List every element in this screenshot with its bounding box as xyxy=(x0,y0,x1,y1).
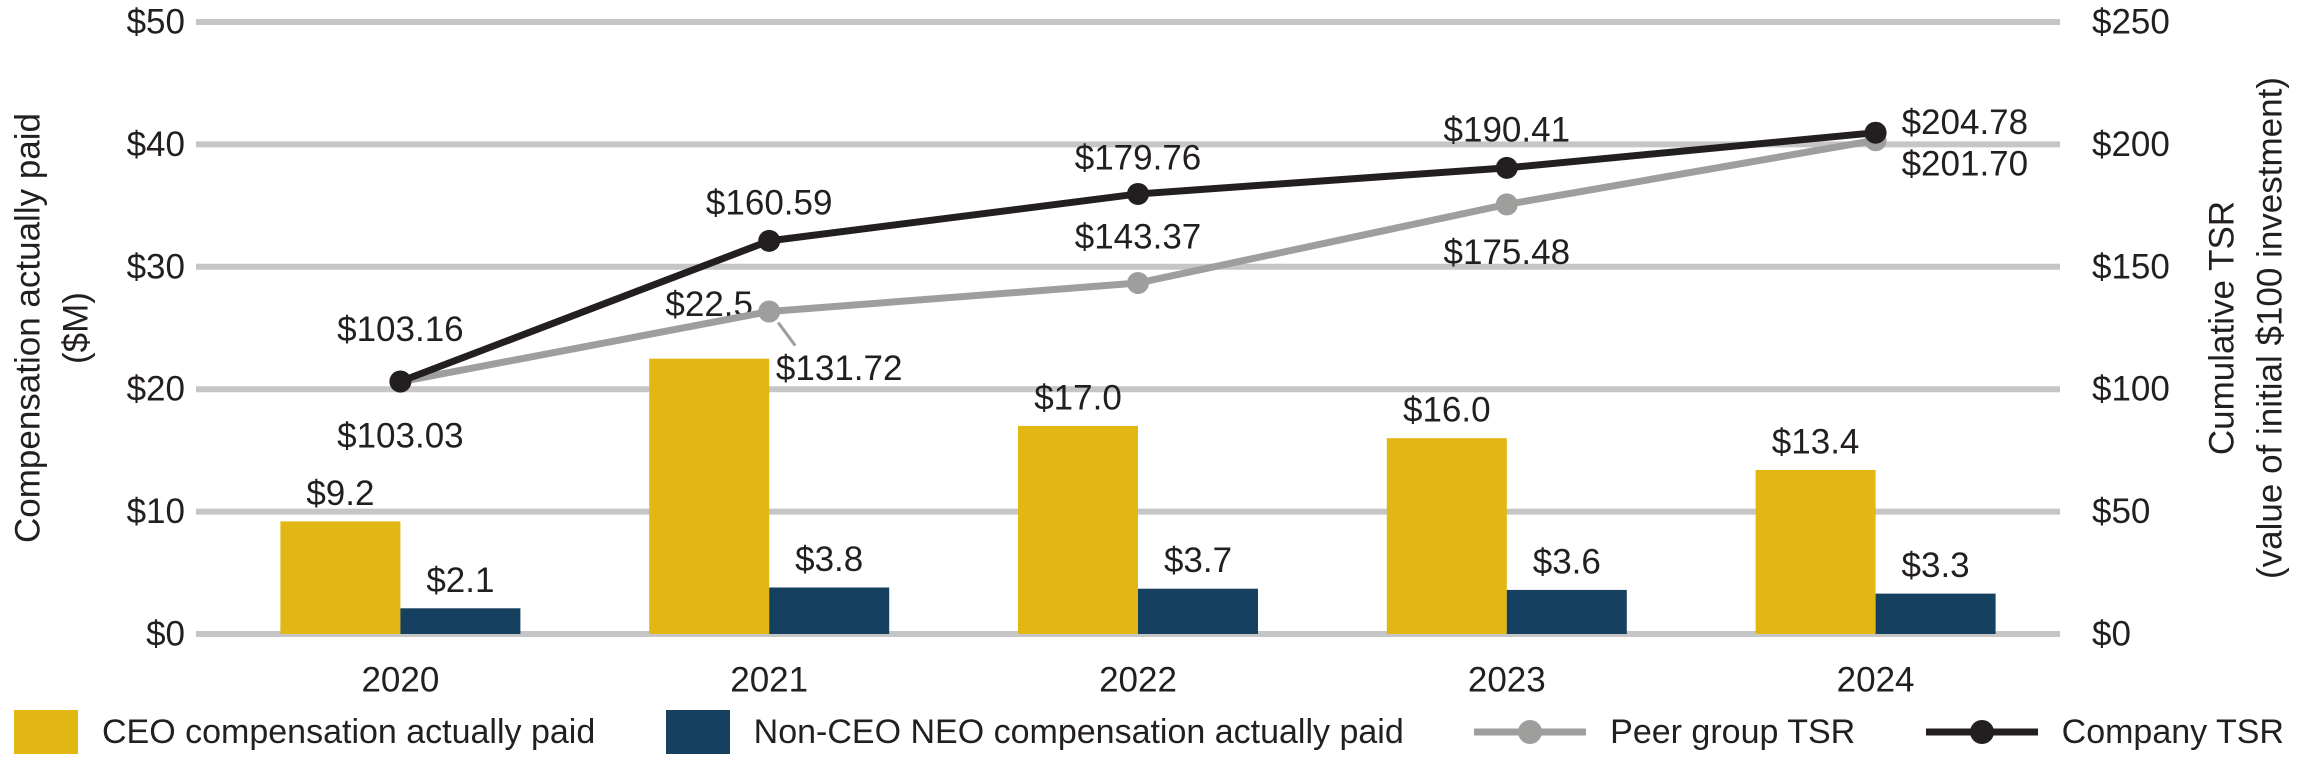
bars-group xyxy=(280,358,1996,634)
left-axis-tick-label: $30 xyxy=(127,247,185,286)
left-axis-title: Compensation actually paid xyxy=(9,113,48,543)
right-axis-tick-label: $0 xyxy=(2092,615,2131,654)
company-tsr-value-label-2022: $179.76 xyxy=(1075,138,1202,177)
company-tsr-point-2021 xyxy=(758,229,781,252)
legend-item-peer-tsr: Peer group TSR xyxy=(1474,713,1855,752)
right-axis-title: Cumulative TSR xyxy=(2203,201,2242,455)
ceo-comp-value-label-2024: $13.4 xyxy=(1772,422,1860,461)
company-tsr-value-label-2024: $204.78 xyxy=(1902,103,2029,142)
ceo-comp-bar-2023 xyxy=(1386,438,1507,634)
right-axis-tick-label: $200 xyxy=(2092,125,2170,164)
legend-label-company-tsr: Company TSR xyxy=(2061,712,2284,751)
peer-group-tsr-value-label-2021: $131.72 xyxy=(776,349,903,388)
legend-marker-peer-line-icon xyxy=(1474,720,1587,744)
ceo-comp-bar-2021 xyxy=(649,358,770,634)
neo-comp-bar-2021 xyxy=(769,587,890,634)
right-axis-tick-label: $250 xyxy=(2092,3,2170,42)
company-tsr-value-label-2023: $190.41 xyxy=(1444,110,1571,149)
chart-legend: CEO compensation actually paid Non-CEO N… xyxy=(0,700,2298,764)
legend-label-ceo: CEO compensation actually paid xyxy=(102,712,596,751)
neo-comp-bar-2024 xyxy=(1875,593,1996,634)
ceo-comp-value-label-2022: $17.0 xyxy=(1034,378,1122,417)
company-tsr-value-label-2020: $103.16 xyxy=(337,310,464,349)
neo-comp-bar-2023 xyxy=(1506,589,1627,634)
left-axis-tick-label: $10 xyxy=(127,492,185,531)
neo-comp-value-label-2024: $3.3 xyxy=(1902,546,1970,585)
neo-comp-value-label-2020: $2.1 xyxy=(426,561,494,600)
peer-group-tsr-point-2021 xyxy=(758,300,781,323)
left-axis-tick-label: $50 xyxy=(127,3,185,42)
x-axis-year-label: 2021 xyxy=(730,661,808,700)
peer-group-tsr-value-label-2020: $103.03 xyxy=(337,416,464,455)
neo-comp-bar-2022 xyxy=(1138,588,1258,634)
label-leader-line xyxy=(776,321,797,347)
right-axis-tick-label: $150 xyxy=(2092,247,2170,286)
peer-group-tsr-value-label-2023: $175.48 xyxy=(1444,233,1571,272)
company-tsr-value-label-2021: $160.59 xyxy=(706,183,833,222)
company-tsr-point-2023 xyxy=(1495,156,1518,179)
right-axis-tick-label: $50 xyxy=(2092,492,2150,531)
ceo-comp-bar-2024 xyxy=(1755,469,1876,634)
right-axis-title-units: (value of initial $100 investment) xyxy=(2251,77,2290,579)
x-axis-year-label: 2022 xyxy=(1099,661,1177,700)
left-axis-tick-label: $40 xyxy=(127,125,185,164)
gridlines-group xyxy=(196,19,2060,637)
right-axis-tick-label: $100 xyxy=(2092,370,2170,409)
legend-item-company-tsr: Company TSR xyxy=(1925,712,2284,752)
x-axis-year-label: 2023 xyxy=(1468,661,1546,700)
legend-label-peer-tsr: Peer group TSR xyxy=(1610,712,1856,751)
ceo-comp-value-label-2020: $9.2 xyxy=(306,474,374,513)
x-axis-year-label: 2024 xyxy=(1837,661,1915,700)
peer-group-tsr-series: $103.03 $131.72 $143.37 $175.48 $201.70 xyxy=(337,129,2028,455)
left-axis-tick-label: $0 xyxy=(146,615,185,654)
neo-comp-value-label-2021: $3.8 xyxy=(795,540,863,579)
left-axis-tick-label: $20 xyxy=(127,370,185,409)
peer-group-tsr-point-2023 xyxy=(1495,193,1518,216)
company-tsr-point-2020 xyxy=(389,370,412,393)
legend-label-neo: Non-CEO NEO compensation actually paid xyxy=(753,712,1404,751)
company-tsr-series: $103.16 $160.59 $179.76 $190.41 $204.78 xyxy=(337,103,2029,393)
ceo-comp-bar-2022 xyxy=(1018,425,1138,634)
legend-swatch-ceo xyxy=(14,710,78,754)
neo-comp-value-label-2023: $3.6 xyxy=(1533,542,1601,581)
left-axis-title-units: ($M) xyxy=(57,292,96,364)
legend-item-neo-compensation: Non-CEO NEO compensation actually paid xyxy=(665,710,1404,754)
peer-group-tsr-value-label-2022: $143.37 xyxy=(1075,218,1202,257)
company-tsr-point-2024 xyxy=(1864,121,1887,144)
legend-marker-company-line-icon xyxy=(1925,720,2038,744)
company-tsr-point-2022 xyxy=(1127,182,1149,205)
neo-comp-value-label-2022: $3.7 xyxy=(1164,541,1232,580)
ceo-comp-value-label-2023: $16.0 xyxy=(1403,391,1491,430)
neo-comp-bar-2020 xyxy=(400,608,521,634)
x-axis-year-label: 2020 xyxy=(361,661,439,700)
legend-item-ceo-compensation: CEO compensation actually paid xyxy=(14,710,595,754)
ceo-comp-bar-2020 xyxy=(280,521,401,634)
peer-group-tsr-point-2022 xyxy=(1127,272,1149,295)
peer-group-tsr-value-label-2024: $201.70 xyxy=(1902,145,2029,184)
legend-swatch-neo xyxy=(665,710,730,754)
chart-canvas: $0 $0 $10 $50 $20 $100 $30 $150 $40 $200 $50 $250 Co… xyxy=(9,3,2290,700)
